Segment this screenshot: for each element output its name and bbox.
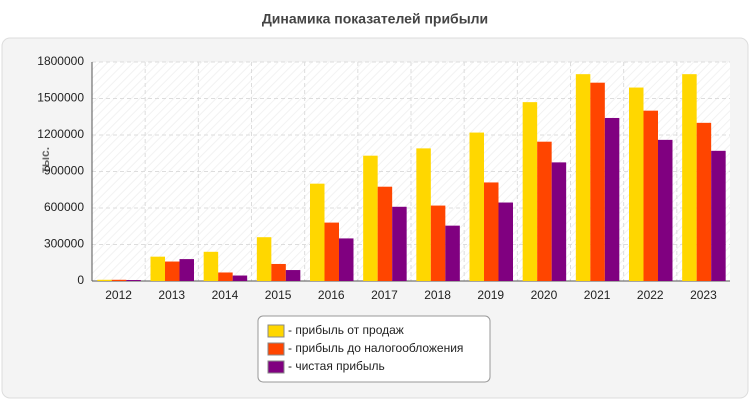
y-tick-label: 0 [77, 273, 84, 287]
bar [711, 150, 726, 281]
bar [111, 279, 127, 281]
bar [363, 155, 378, 281]
bar [150, 256, 165, 281]
bar [179, 259, 194, 281]
bar [498, 202, 513, 281]
x-tick-label: 2013 [158, 288, 185, 302]
bar [629, 87, 644, 281]
y-tick-label: 1500000 [37, 91, 84, 105]
legend-label: - прибыль от продаж [288, 323, 404, 337]
bar [203, 251, 219, 281]
y-tick-label: 300000 [44, 237, 84, 251]
y-tick-label: 1800000 [37, 54, 84, 68]
bar [165, 261, 180, 281]
x-tick-label: 2023 [690, 288, 717, 302]
bar [285, 270, 301, 281]
bar [696, 122, 712, 281]
bar [232, 275, 248, 281]
bar [682, 74, 697, 282]
bar [271, 263, 286, 281]
y-tick-label: 600000 [44, 200, 84, 214]
bar [551, 162, 567, 281]
bar [256, 237, 272, 281]
legend-swatch [267, 342, 285, 356]
y-axis-label: тыс. [38, 147, 52, 173]
bar [416, 148, 431, 281]
x-tick-label: 2017 [371, 288, 398, 302]
chart-title: Динамика показателей прибыли [262, 11, 488, 27]
x-tick-label: 2016 [318, 288, 345, 302]
y-tick-label: 1200000 [37, 127, 84, 141]
bar [339, 238, 354, 281]
bar [377, 186, 393, 281]
bar [445, 225, 460, 281]
bar [310, 183, 325, 281]
x-tick-label: 2015 [265, 288, 292, 302]
bar [590, 82, 605, 281]
x-tick-label: 2014 [212, 288, 239, 302]
bar [575, 74, 591, 282]
bar [537, 141, 552, 281]
bar [218, 272, 233, 281]
bar [484, 182, 499, 281]
legend-swatch [267, 324, 285, 338]
x-tick-label: 2022 [637, 288, 664, 302]
x-tick-label: 2021 [584, 288, 611, 302]
bar [430, 205, 446, 281]
bar [392, 206, 407, 281]
legend-swatch [267, 360, 285, 374]
bar [522, 102, 538, 282]
legend-label: - прибыль до налогообложения [288, 341, 463, 355]
bar [324, 222, 339, 281]
legend [257, 315, 491, 383]
x-tick-label: 2012 [105, 288, 132, 302]
bar [469, 132, 484, 281]
bar [97, 279, 112, 281]
bar [604, 117, 620, 281]
y-tick-label: 900000 [44, 164, 84, 178]
bar [658, 139, 673, 281]
bar [126, 280, 141, 281]
x-tick-label: 2020 [531, 288, 558, 302]
x-tick-label: 2018 [424, 288, 451, 302]
bar [643, 110, 658, 282]
x-tick-label: 2019 [477, 288, 504, 302]
legend-label: - чистая прибыль [288, 359, 385, 373]
